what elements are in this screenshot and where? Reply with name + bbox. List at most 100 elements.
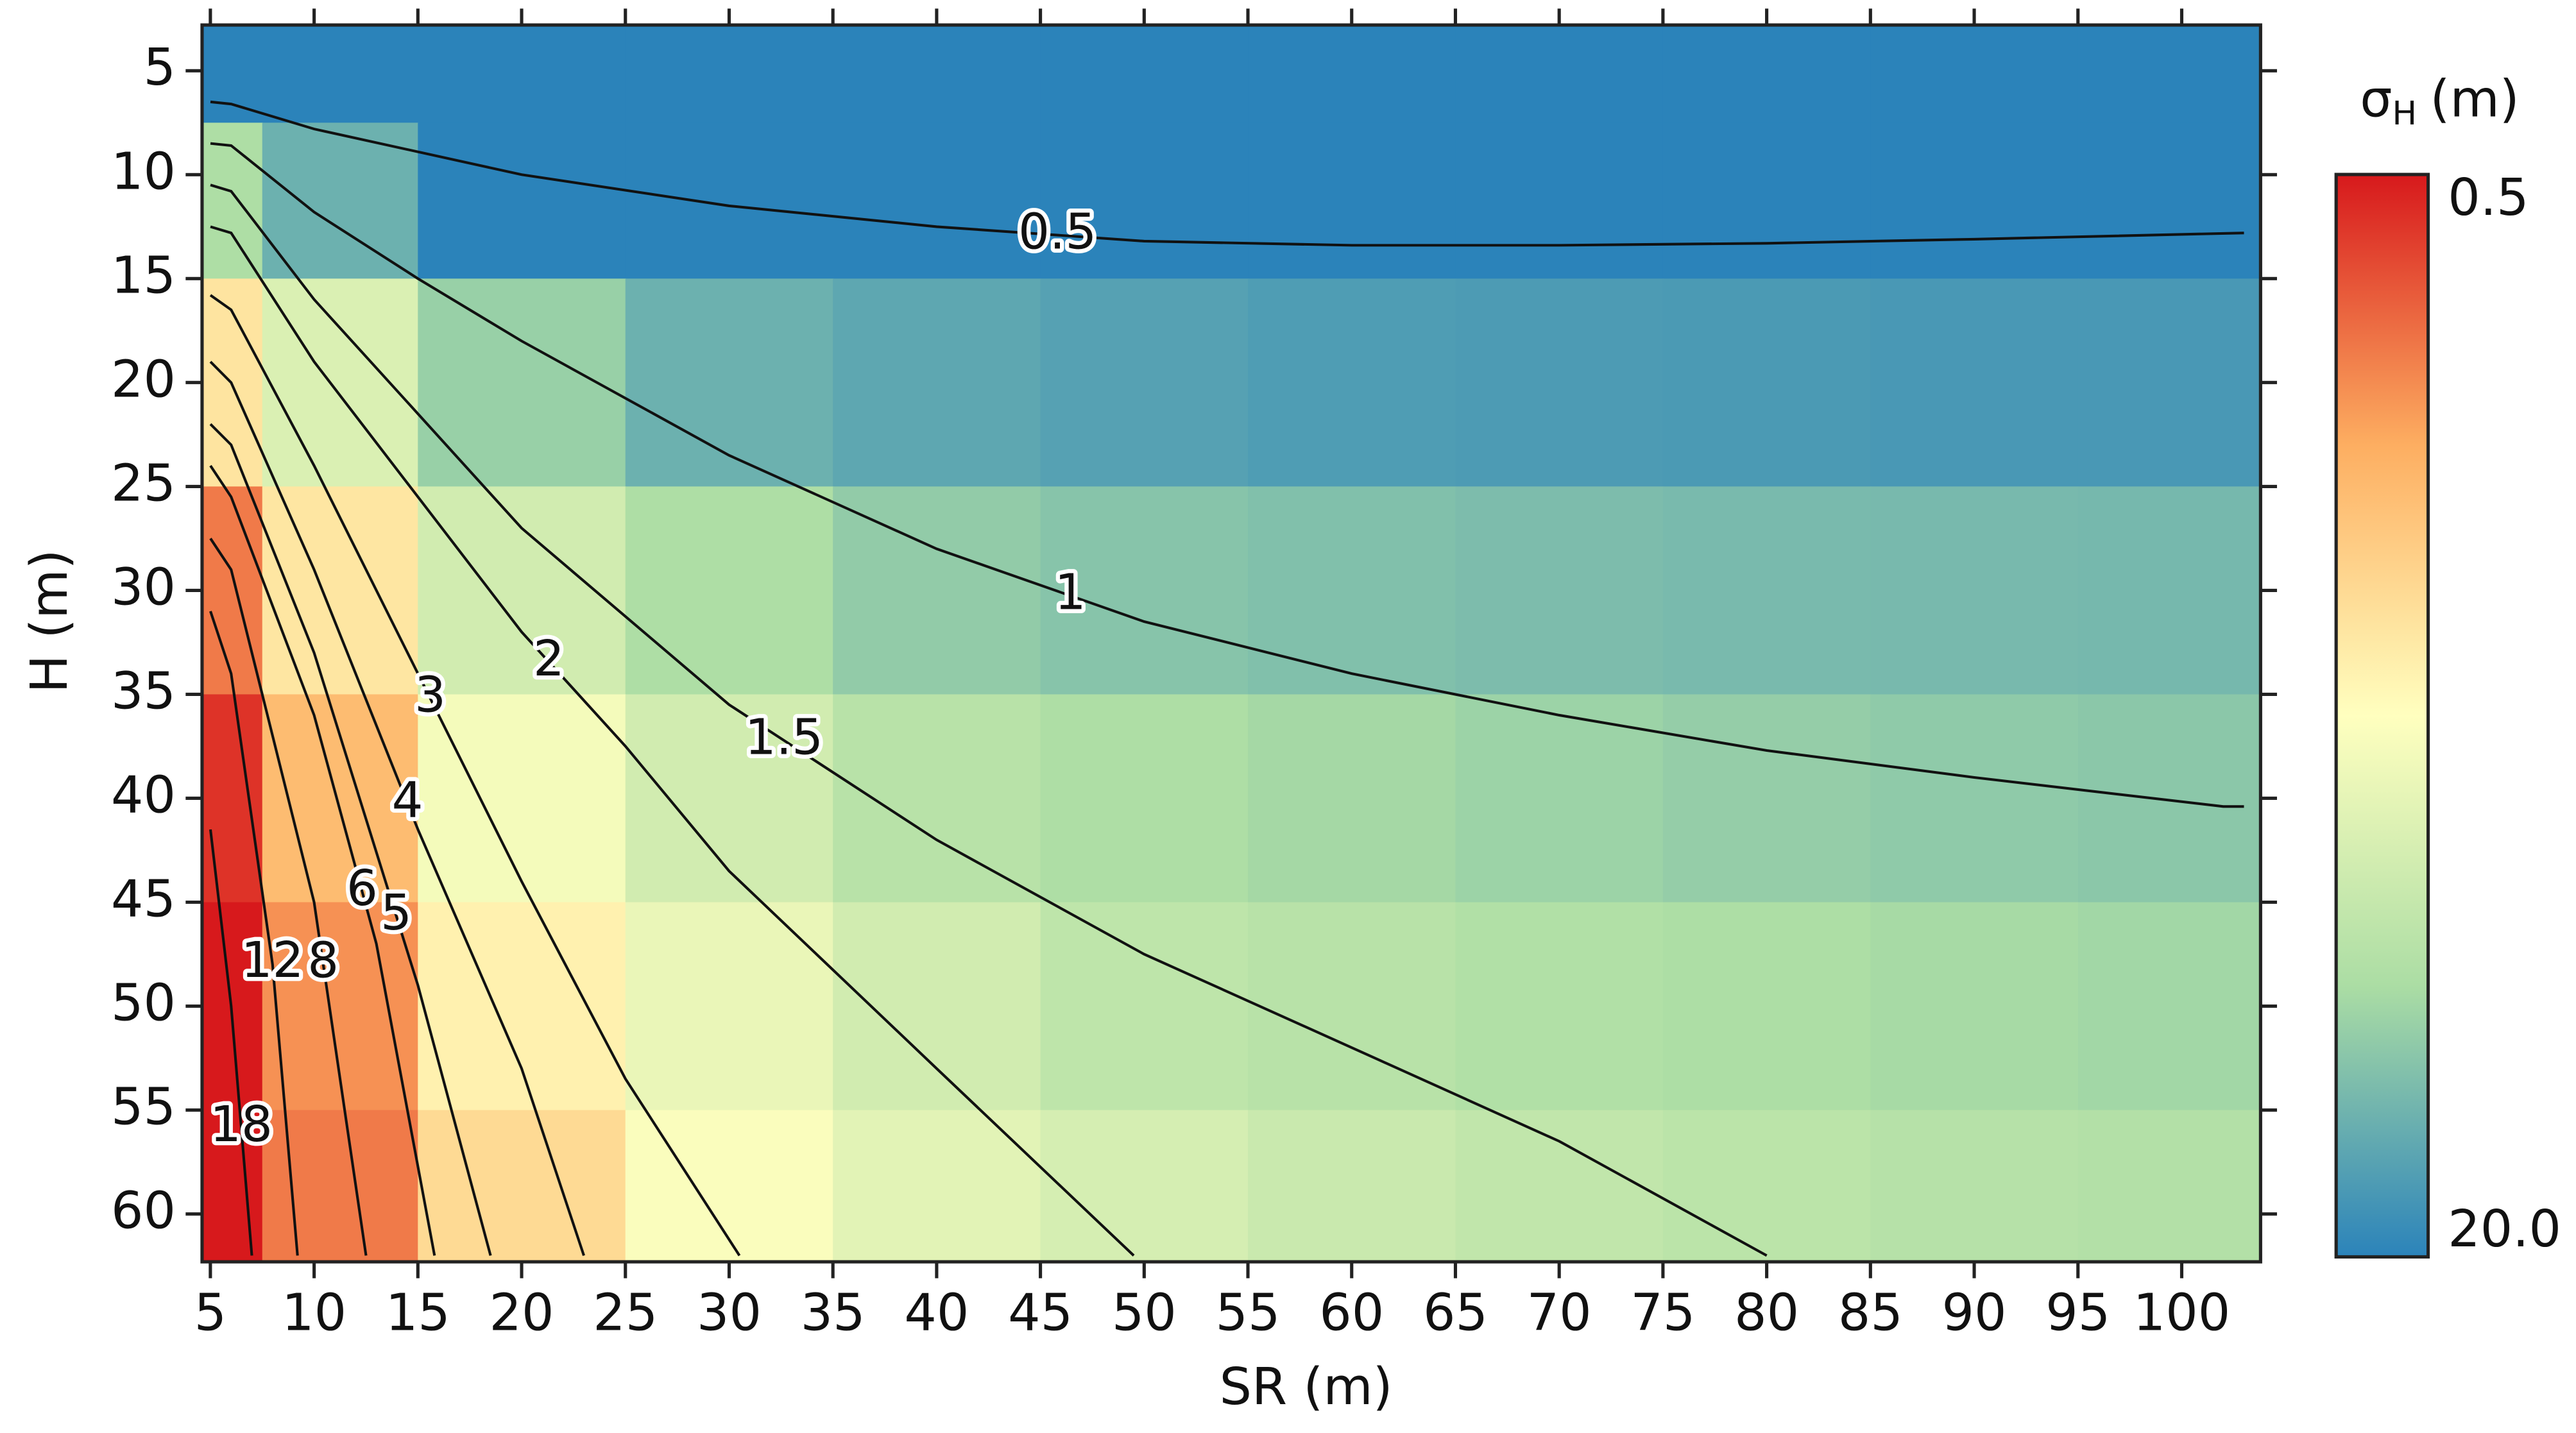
- heat-cell: [625, 123, 834, 280]
- heat-cell: [833, 694, 1041, 903]
- heat-cell: [418, 123, 627, 280]
- heatmap: [201, 24, 2261, 1262]
- colorbar-unit: (m): [2430, 69, 2520, 128]
- heat-cell: [1662, 1110, 1872, 1262]
- contour-line: [210, 183, 1768, 1257]
- contour-line: [210, 100, 2244, 247]
- heat-cell: [1870, 486, 2079, 695]
- x-tick-label: 65: [1423, 1283, 1488, 1343]
- heat-cell: [833, 123, 1041, 280]
- heat-cell: [201, 694, 264, 903]
- x-tick-label: 85: [1838, 1283, 1903, 1343]
- colorbar: [2334, 173, 2430, 1259]
- heat-cell: [418, 1110, 627, 1262]
- colorbar-title: σH (m): [2360, 69, 2520, 133]
- contour-line: [209, 423, 492, 1256]
- heat-cell: [1870, 694, 2079, 903]
- heat-cell: [201, 24, 264, 124]
- heat-cell: [201, 123, 264, 280]
- heat-cell: [2077, 1110, 2261, 1262]
- heat-cell: [1870, 1110, 2079, 1262]
- x-tick-label: 35: [801, 1283, 866, 1343]
- heat-cell: [1248, 123, 1456, 280]
- heat-cell: [1870, 24, 2079, 124]
- heat-cell: [833, 902, 1041, 1111]
- heat-cell: [625, 24, 834, 124]
- heat-cell: [418, 24, 627, 124]
- y-tick-label: 45: [111, 869, 176, 928]
- contour-line: [209, 464, 436, 1256]
- x-tick-label: 50: [1112, 1283, 1177, 1343]
- y-tick-label: 40: [111, 765, 176, 824]
- x-tick-label: 60: [1319, 1283, 1384, 1343]
- contour-label: 0.5: [1018, 204, 1096, 261]
- y-tick-label: 25: [111, 453, 176, 513]
- plot-frame: [200, 23, 2262, 1264]
- heat-cell: [2077, 486, 2261, 695]
- x-tick-label: 70: [1527, 1283, 1592, 1343]
- heat-cell: [1455, 24, 1664, 124]
- contour-label: 1: [1055, 564, 1086, 622]
- y-axis-title: H (m): [19, 549, 79, 693]
- colorbar-tick-label: 0.5: [2448, 167, 2529, 227]
- heat-cell: [1455, 486, 1664, 695]
- heat-cell: [201, 902, 264, 1111]
- heat-cell: [625, 278, 834, 488]
- contour-label: 8: [307, 932, 339, 989]
- heat-cell: [1248, 278, 1456, 488]
- heat-cell: [833, 486, 1041, 695]
- x-tick-label: 30: [697, 1283, 762, 1343]
- heat-cell: [2077, 902, 2261, 1111]
- heat-cell: [1040, 123, 1249, 280]
- heat-cell: [2077, 694, 2261, 903]
- heat-cell: [833, 278, 1041, 488]
- heat-cell: [1040, 902, 1249, 1111]
- heat-cell: [625, 694, 834, 903]
- heat-cell: [1455, 902, 1664, 1111]
- contour-label: 2: [533, 631, 565, 688]
- heat-cell: [418, 902, 627, 1111]
- y-tick-label: 20: [111, 349, 176, 409]
- contour-label: 18: [210, 1096, 273, 1153]
- heat-cell: [1040, 694, 1249, 903]
- heat-cell: [1662, 486, 1872, 695]
- heat-cell: [1248, 902, 1456, 1111]
- colorbar-symbol: σ: [2360, 69, 2392, 128]
- colorbar-ticks: 0.5 20.0: [2448, 167, 2561, 1259]
- y-tick-label: 55: [111, 1077, 176, 1137]
- y-tick-label: 5: [143, 37, 176, 97]
- heat-cell: [1870, 902, 2079, 1111]
- y-tick-label: 30: [111, 557, 176, 616]
- colorbar-tick-label: 20.0: [2448, 1199, 2561, 1259]
- heat-cell: [2077, 24, 2261, 124]
- contour-line: [210, 225, 1135, 1257]
- y-tick-label: 50: [111, 972, 176, 1032]
- heat-cell: [1455, 278, 1664, 488]
- colorbar-subscript: H: [2393, 94, 2418, 133]
- contour-line: [209, 294, 741, 1257]
- contour-label: 5: [380, 885, 412, 942]
- x-tick-label: 95: [2045, 1283, 2110, 1343]
- heat-cell: [1870, 123, 2079, 280]
- heat-cell: [1662, 123, 1872, 280]
- contour-label: 3: [414, 667, 446, 724]
- contour-label: 6: [346, 860, 378, 917]
- heat-cell: [625, 486, 834, 695]
- heat-cell: [1870, 278, 2079, 488]
- heat-cell: [625, 1110, 834, 1262]
- y-tick-label: 35: [111, 661, 176, 720]
- heat-cell: [418, 278, 627, 488]
- heat-cell: [418, 694, 627, 903]
- y-tick-label: 60: [111, 1181, 176, 1241]
- heat-cell: [1248, 1110, 1456, 1262]
- heat-cell: [833, 24, 1041, 124]
- heat-cell: [1248, 694, 1456, 903]
- heat-cell: [1662, 694, 1872, 903]
- heat-cell: [1455, 1110, 1664, 1262]
- contour-line: [209, 829, 253, 1256]
- contour-line: [209, 360, 585, 1257]
- axes: 5 10 15 20 25 30 35 40 45 50 55 60 65 70 75 80 85 90 95 100…: [111, 8, 2277, 1343]
- heat-cell: [1662, 278, 1872, 488]
- heat-cell: [2077, 278, 2261, 488]
- contour-line: [209, 611, 299, 1256]
